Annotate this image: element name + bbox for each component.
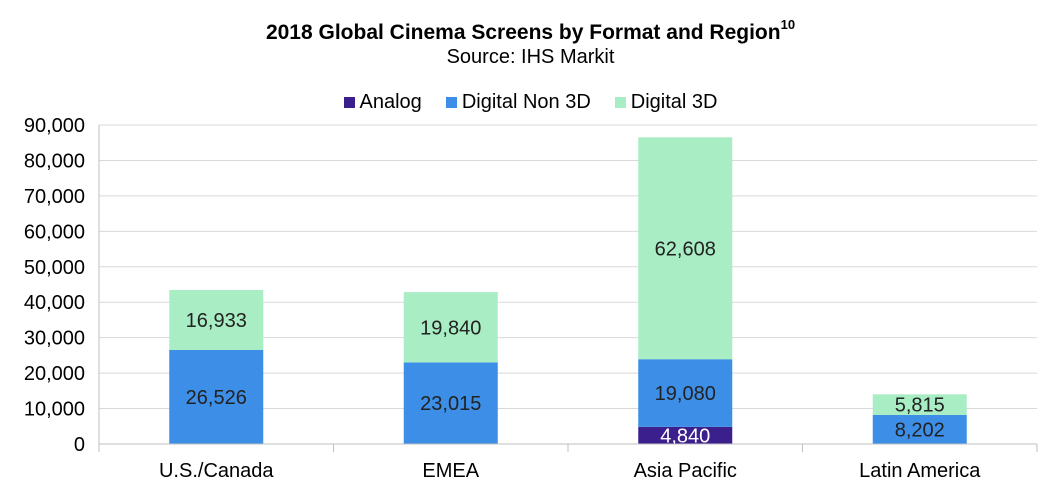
y-tick-label: 90,000: [24, 115, 85, 137]
x-tick-label: Latin America: [859, 460, 981, 482]
chart-subtitle: Source: IHS Markit: [446, 46, 615, 68]
y-tick-label: 60,000: [24, 221, 85, 243]
legend-swatch-digital-3d: [614, 96, 626, 108]
data-label: 5,815: [895, 395, 945, 417]
y-tick-label: 40,000: [24, 292, 85, 314]
bar-segment: [403, 292, 498, 363]
y-tick-label: 10,000: [24, 399, 85, 421]
legend-item-analog: Analog: [343, 90, 422, 114]
y-tick-label: 50,000: [24, 257, 85, 279]
data-label: 4,840: [660, 425, 710, 447]
y-tick-label: 30,000: [24, 328, 85, 350]
chart-title-text: 2018 Global Cinema Screens by Format and…: [265, 21, 781, 44]
legend-swatch-analog: [343, 96, 355, 108]
y-tick-label: 20,000: [24, 363, 85, 385]
bar-segment: [403, 362, 498, 444]
bar-segment: [638, 426, 733, 444]
legend-label-analog: Analog: [359, 90, 422, 113]
data-label: 19,840: [420, 317, 481, 339]
bar-segment: [872, 394, 967, 415]
data-label: 23,015: [420, 393, 481, 415]
legend-swatch-digital-non-3d: [445, 96, 457, 108]
data-label: 16,933: [186, 310, 247, 332]
x-tick-label: U.S./Canada: [159, 460, 274, 482]
data-label: 62,608: [655, 238, 716, 260]
data-label: 26,526: [186, 387, 247, 409]
legend-item-digital-non-3d: Digital Non 3D: [445, 90, 591, 114]
data-label: 8,202: [895, 419, 945, 441]
y-tick-label: 80,000: [24, 150, 85, 172]
chart-title: 2018 Global Cinema Screens by Format and…: [0, 14, 1061, 46]
x-tick-label: EMEA: [422, 460, 479, 482]
chart-title-footnote: 10: [780, 17, 796, 32]
bar-segment: [169, 289, 264, 350]
legend-item-digital-3d: Digital 3D: [614, 90, 718, 114]
y-tick-label: 70,000: [24, 186, 85, 208]
legend-label-digital-3d: Digital 3D: [630, 90, 718, 113]
bar-segment: [638, 359, 733, 427]
data-label: 19,080: [655, 383, 716, 405]
bar-segment: [638, 137, 733, 360]
x-tick-label: Asia Pacific: [634, 460, 737, 482]
chart-legend: Analog Digital Non 3D Digital 3D: [0, 90, 1061, 114]
bar-segment: [872, 414, 967, 444]
y-tick-label: 0: [74, 434, 85, 456]
bar-segment: [169, 349, 264, 444]
legend-label-digital-non-3d: Digital Non 3D: [461, 90, 591, 113]
